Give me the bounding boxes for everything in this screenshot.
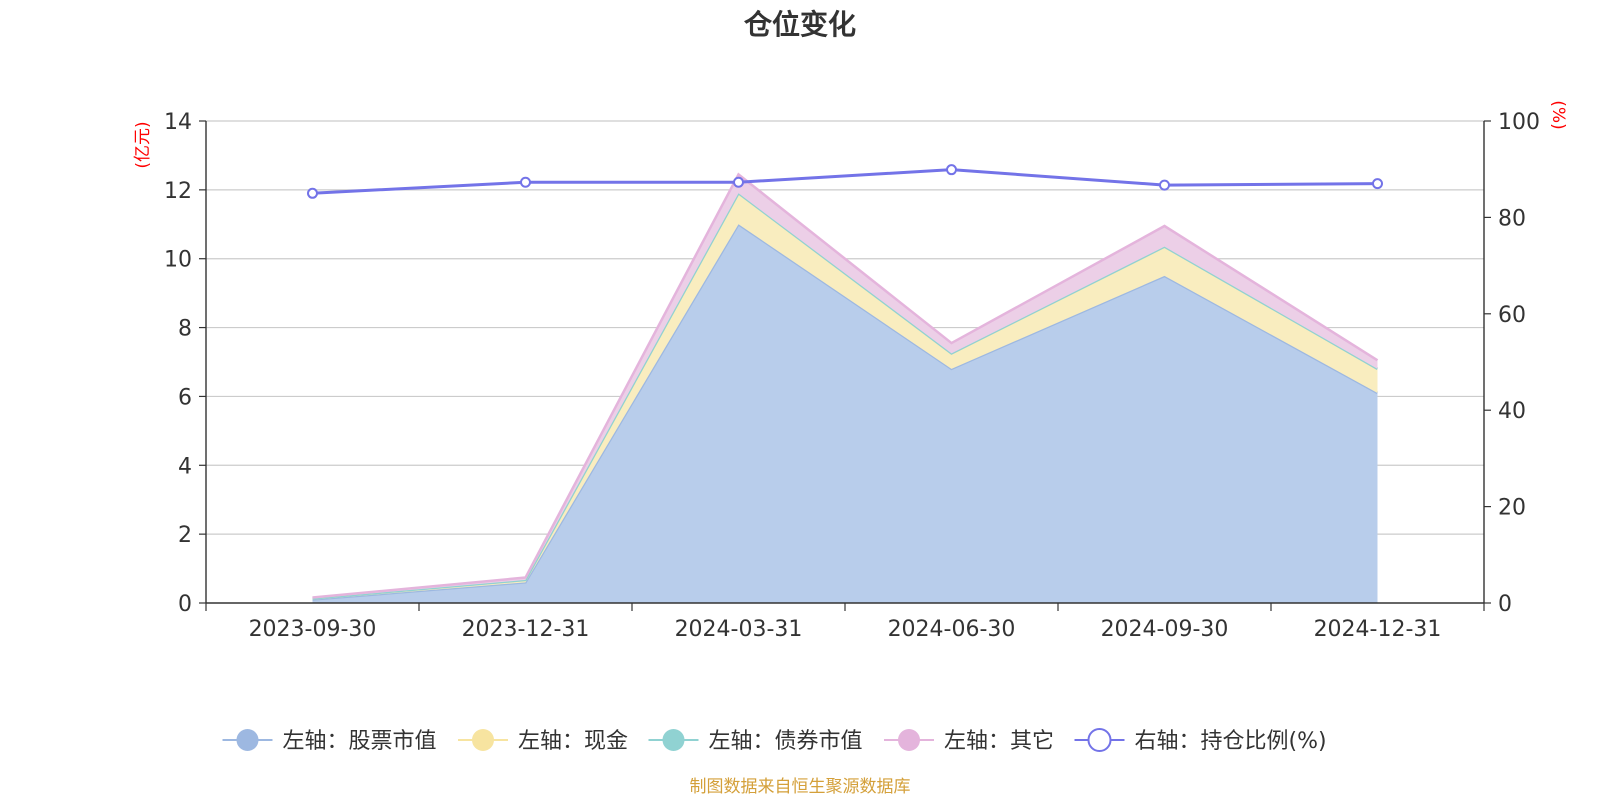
ratio-point xyxy=(733,176,744,188)
legend-item[interactable]: 左轴：债券市值 xyxy=(648,729,863,754)
right-tick-label: 80 xyxy=(1498,206,1526,231)
legend-item[interactable]: 左轴：现金 xyxy=(458,729,628,754)
ratio-point xyxy=(1159,179,1170,191)
left-tick-label: 8 xyxy=(178,317,192,342)
legend-item[interactable]: 右轴：持仓比例(%) xyxy=(1074,728,1327,754)
x-tick-label: 2023-12-31 xyxy=(462,617,590,642)
ratio-point xyxy=(307,187,318,199)
right-tick-label: 20 xyxy=(1498,496,1526,521)
legend-marker xyxy=(472,729,494,751)
left-axis-unit: (亿元) xyxy=(133,121,153,168)
legend: 左轴：股票市值 左轴：现金 左轴：债券市值 左轴：其它 右轴：持仓比例(%) xyxy=(222,728,1327,754)
left-tick-label: 4 xyxy=(178,454,192,479)
x-tick-label: 2024-06-30 xyxy=(888,617,1016,642)
right-axis-unit: (%) xyxy=(1548,100,1568,129)
axes: 0 2 4 6 8 10 12 14 0 20 40 60 80 100 2023-09-30 2023-12… xyxy=(164,110,1540,642)
ratio-line xyxy=(312,168,1378,195)
ratio-point xyxy=(946,164,957,176)
ratio-line-layer xyxy=(307,164,1383,199)
legend-item[interactable]: 左轴：股票市值 xyxy=(222,729,437,754)
area-左轴：股票市值 xyxy=(312,224,1378,604)
right-tick-label: 0 xyxy=(1498,592,1512,617)
x-tick-label: 2024-09-30 xyxy=(1101,617,1229,642)
left-tick-label: 10 xyxy=(164,248,192,273)
x-tick-label: 2024-12-31 xyxy=(1314,617,1442,642)
right-tick-label: 100 xyxy=(1498,110,1540,135)
area-edge-左轴：股票市值 xyxy=(312,222,1379,601)
left-tick-label: 6 xyxy=(178,385,192,410)
left-tick-label: 14 xyxy=(164,110,192,135)
left-tick-label: 2 xyxy=(178,523,192,548)
legend-marker xyxy=(898,729,920,751)
legend-marker xyxy=(236,729,259,751)
area-左轴：现金 xyxy=(312,193,1378,600)
stacked-areas xyxy=(312,172,1379,604)
legend-item[interactable]: 左轴：其它 xyxy=(884,729,1054,754)
legend-label: 左轴：现金 xyxy=(518,729,628,754)
data-source-note: 制图数据来自恒生聚源数据库 xyxy=(690,777,911,797)
legend-label: 右轴：持仓比例(%) xyxy=(1135,729,1327,754)
x-tick-label: 2024-03-31 xyxy=(675,617,803,642)
x-tick-label: 2023-09-30 xyxy=(249,617,377,642)
chart-title: 仓位变化 xyxy=(744,8,856,41)
legend-label: 左轴：其它 xyxy=(944,729,1054,754)
ratio-point xyxy=(520,176,531,188)
legend-marker xyxy=(662,729,685,751)
legend-label: 左轴：债券市值 xyxy=(709,729,863,754)
left-tick-label: 0 xyxy=(178,592,192,617)
ratio-point xyxy=(1372,178,1383,190)
legend-marker xyxy=(1087,728,1112,752)
right-tick-label: 40 xyxy=(1498,399,1526,424)
right-tick-label: 60 xyxy=(1498,303,1526,328)
area-edge-左轴：其它 xyxy=(312,172,1379,599)
left-tick-label: 12 xyxy=(164,179,192,204)
legend-label: 左轴：股票市值 xyxy=(283,729,437,754)
